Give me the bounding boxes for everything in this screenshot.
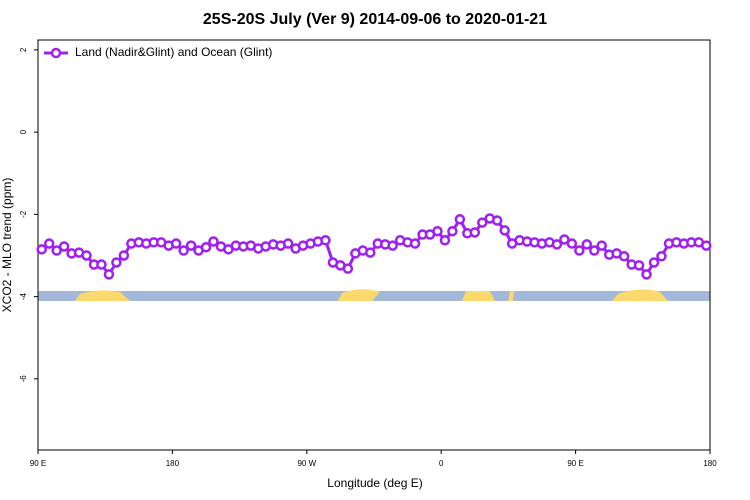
point: [641, 269, 652, 280]
point: [320, 235, 331, 246]
y-tick-label: -2: [19, 210, 28, 218]
y-axis-label: XCO2 - MLO trend (ppm): [0, 178, 14, 313]
point: [574, 245, 585, 256]
point: [282, 238, 294, 249]
point: [648, 257, 660, 268]
point: [36, 244, 47, 255]
legend-label: Land (Nadir&Glint) and Ocean (Glint): [75, 45, 272, 59]
chart-title: 25S-20S July (Ver 9) 2014-09-06 to 2020-…: [203, 11, 547, 28]
point: [185, 240, 197, 251]
point: [51, 245, 62, 256]
point: [365, 247, 376, 258]
x-tick-label: 0: [439, 459, 444, 468]
point: [596, 240, 607, 251]
point: [58, 241, 70, 252]
x-tick-label: 180: [166, 459, 180, 468]
point: [454, 214, 466, 225]
point: [551, 239, 563, 250]
land-ocean-strip: [38, 289, 710, 301]
point: [111, 257, 122, 268]
point: [432, 225, 443, 237]
legend-marker: [50, 47, 62, 59]
point: [477, 217, 488, 228]
point: [409, 238, 421, 249]
point: [701, 240, 712, 251]
legend: Land (Nadir&Glint) and Ocean (Glint): [44, 45, 272, 59]
point: [491, 215, 503, 226]
x-tick-label: 90 E: [567, 459, 583, 468]
point: [208, 236, 219, 247]
point: [633, 260, 645, 271]
y-tick-label: -6: [19, 375, 28, 383]
y-tick-label: -4: [19, 293, 28, 301]
x-tick-label: 90 E: [30, 459, 46, 468]
x-tick-label: 90 W: [297, 459, 316, 468]
point: [178, 245, 189, 256]
point: [81, 250, 92, 261]
point: [96, 259, 107, 270]
x-axis-label: Longitude (deg E): [327, 476, 422, 490]
point: [589, 245, 600, 256]
point: [566, 238, 578, 249]
point: [447, 225, 458, 237]
point: [559, 234, 570, 245]
point: [439, 235, 451, 246]
point: [618, 251, 630, 262]
point: [170, 238, 182, 249]
point: [200, 242, 212, 253]
point: [469, 227, 481, 238]
point: [118, 250, 130, 261]
point: [581, 239, 593, 250]
point: [43, 238, 55, 249]
x-tick-label: 180: [703, 459, 717, 468]
point: [342, 263, 354, 274]
y-tick-label: 2: [19, 47, 28, 52]
y-tick-label: 0: [19, 129, 28, 134]
point: [499, 225, 510, 236]
point: [656, 251, 667, 262]
point: [387, 240, 398, 251]
point: [103, 269, 115, 280]
